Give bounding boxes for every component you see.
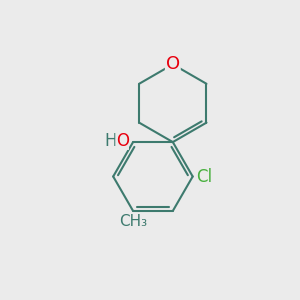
Text: Cl: Cl: [196, 167, 212, 185]
Text: O: O: [166, 55, 180, 73]
Text: H: H: [104, 132, 117, 150]
Text: O: O: [116, 132, 129, 150]
Text: CH₃: CH₃: [119, 214, 147, 229]
